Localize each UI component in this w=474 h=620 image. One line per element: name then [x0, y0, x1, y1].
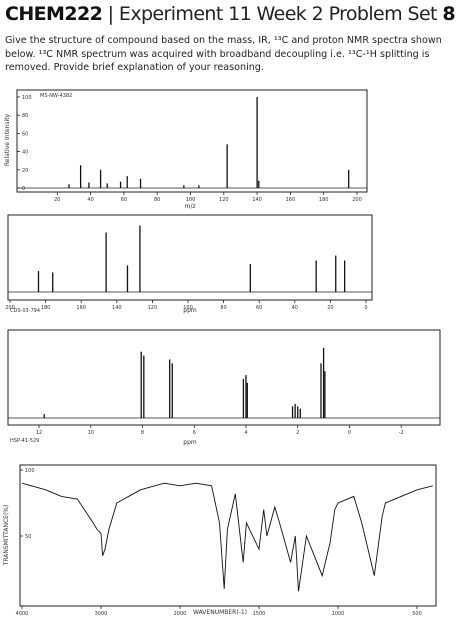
plot-frame — [16, 89, 368, 193]
x-tick-label: 6 — [193, 430, 196, 436]
x-tick-label: 12 — [36, 430, 42, 436]
x-tick-label: 1000 — [332, 611, 345, 617]
spectrum-code: MS-NW-4382 — [40, 93, 72, 99]
ir-trace — [21, 482, 433, 592]
x-tick-label: 10 — [88, 430, 94, 436]
y-tick-label: 50 — [25, 534, 31, 540]
x-tick-label: 1500 — [253, 611, 266, 617]
spectrum-code: HSP-41-529 — [10, 438, 39, 444]
header: CHEM222 | Experiment 11 Week 2 Problem S… — [5, 3, 456, 25]
instructions: Give the structure of compound based on … — [5, 35, 442, 73]
y-tick-label: 0 — [22, 186, 25, 192]
x-axis-label: ppm — [183, 307, 197, 314]
x-tick-label: 100 — [186, 197, 196, 203]
x-tick-label: -2 — [399, 430, 404, 436]
x-tick-label: 8 — [141, 430, 144, 436]
x-tick-label: 40 — [292, 305, 298, 311]
x-tick-label: 140 — [252, 197, 262, 203]
x-tick-label: 3000 — [95, 611, 108, 617]
x-tick-label: 2 — [296, 430, 299, 436]
x-tick-label: 4 — [244, 430, 247, 436]
x-tick-label: 120 — [219, 197, 229, 203]
set-number: 8 — [442, 3, 455, 25]
x-tick-label: 80 — [220, 305, 226, 311]
x-tick-label: 60 — [256, 305, 262, 311]
x-tick-label: 0 — [364, 305, 367, 311]
x-tick-label: 40 — [87, 197, 93, 203]
x-axis-label: m/z — [184, 203, 195, 210]
x-tick-label: 200 — [5, 305, 15, 311]
y-tick-label: 20 — [22, 168, 28, 174]
x-tick-label: 60 — [121, 197, 127, 203]
x-tick-label: 20 — [327, 305, 333, 311]
x-tick-label: 100 — [183, 305, 193, 311]
course: CHEM222 — [5, 3, 103, 25]
y-tick-label: 100 — [25, 468, 35, 474]
spectrum-code: CDS-03-794 — [10, 308, 40, 314]
plot-frame — [7, 214, 373, 301]
x-tick-label: 200 — [352, 197, 362, 203]
x-tick-label: 2000 — [174, 611, 187, 617]
x-tick-label: 180 — [41, 305, 51, 311]
plot-frame — [7, 329, 441, 426]
x-axis-label: ppm — [183, 439, 197, 446]
x-tick-label: 0 — [348, 430, 351, 436]
y-tick-label: 100 — [22, 95, 32, 101]
x-tick-label: 160 — [76, 305, 86, 311]
x-tick-label: 140 — [112, 305, 122, 311]
y-tick-label: 60 — [22, 131, 28, 137]
x-tick-label: 160 — [286, 197, 296, 203]
y-axis-label: Relative Intensity — [4, 113, 11, 166]
separator: | — [107, 3, 114, 25]
x-tick-label: 4000 — [16, 611, 29, 617]
x-tick-label: 120 — [148, 305, 158, 311]
x-tick-label: 500 — [412, 611, 422, 617]
x-tick-label: 80 — [154, 197, 160, 203]
x-tick-label: 180 — [319, 197, 329, 203]
x-axis-label: WAVENUMBER(-1) — [193, 609, 247, 616]
y-tick-label: 40 — [22, 150, 28, 156]
y-tick-label: 80 — [22, 113, 28, 119]
plot-frame — [19, 464, 437, 607]
title: Experiment 11 Week 2 Problem Set — [118, 3, 438, 25]
y-axis-label: TRANSMITTANCE(%) — [3, 505, 10, 567]
x-tick-label: 20 — [54, 197, 60, 203]
